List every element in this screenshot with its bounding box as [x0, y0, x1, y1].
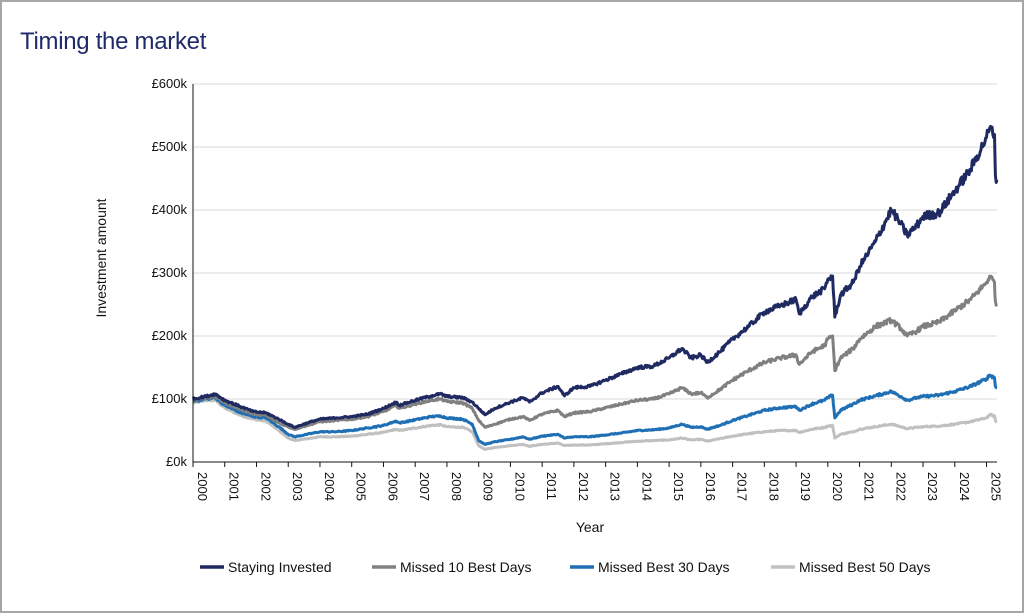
- y-tick-label: £100k: [152, 391, 188, 406]
- x-tick-label: 2004: [322, 472, 337, 501]
- x-tick-label: 2010: [512, 472, 527, 501]
- x-tick-label: 2015: [671, 472, 686, 501]
- axes: [192, 84, 997, 463]
- series-lines: [191, 124, 999, 451]
- x-tick-label: 2020: [830, 472, 845, 501]
- legend-label: Missed Best 50 Days: [799, 559, 931, 575]
- series-line: [191, 124, 999, 429]
- x-tick-label: 2014: [639, 472, 654, 501]
- y-tick-label: £500k: [152, 139, 188, 154]
- x-tick-label: 2013: [608, 472, 623, 501]
- x-tick-label: 2012: [576, 472, 591, 501]
- x-tick-label: 2017: [735, 472, 750, 501]
- legend-label: Staying Invested: [228, 559, 332, 575]
- x-tick-label: 2006: [385, 472, 400, 501]
- y-tick-label: £200k: [152, 328, 188, 343]
- x-tick-label: 2021: [862, 472, 877, 501]
- x-tick-label: 2025: [989, 472, 1004, 501]
- x-tick-label: 2019: [798, 472, 813, 501]
- x-tick-label: 2003: [290, 472, 305, 501]
- x-tick-label: 2005: [354, 472, 369, 501]
- legend: Staying Invested Missed 10 Best Days Misse…: [200, 559, 931, 575]
- y-tick-label: £600k: [152, 76, 188, 91]
- series-line: [192, 274, 998, 431]
- x-tick-label: 2001: [227, 472, 242, 501]
- x-tick-label: 2024: [957, 472, 972, 501]
- y-axis-ticks: £0k £100k £200k £300k £400k £500k £600k: [152, 76, 188, 469]
- legend-label: Missed 10 Best Days: [400, 559, 532, 575]
- x-tick-label: 2022: [893, 472, 908, 501]
- chart-title: Timing the market: [20, 28, 207, 55]
- x-tick-label: 2023: [925, 472, 940, 501]
- x-tick-label: 2011: [544, 472, 559, 500]
- x-tick-label: 2008: [449, 472, 464, 501]
- x-tick-label: 2009: [481, 472, 496, 501]
- x-tick-label: 2018: [766, 472, 781, 501]
- y-tick-label: £0k: [166, 454, 187, 469]
- x-axis-title: Year: [576, 519, 605, 535]
- series-line: [192, 398, 998, 451]
- y-axis-title: Investment amount: [93, 198, 109, 317]
- x-tick-label: 2007: [417, 472, 432, 501]
- y-tick-label: £400k: [152, 202, 188, 217]
- x-tick-label: 2000: [195, 472, 210, 501]
- x-tick-label: 2002: [258, 472, 273, 501]
- series-line: [192, 373, 998, 446]
- x-axis-ticks: 2000 2001 2002 2003 2004 2005 2006 2007 2008 2009…: [192, 462, 1004, 501]
- y-tick-label: £300k: [152, 265, 188, 280]
- legend-label: Missed Best 30 Days: [598, 559, 730, 575]
- gridlines: [193, 83, 997, 400]
- x-tick-label: 2016: [703, 472, 718, 501]
